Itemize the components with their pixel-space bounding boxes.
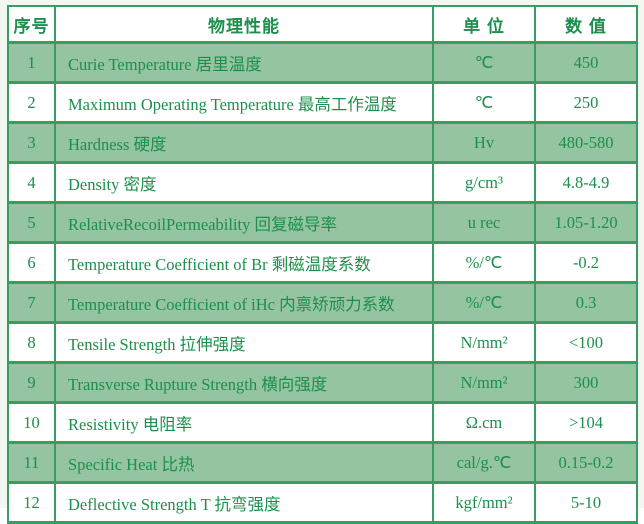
row-number-cell: 7 — [7, 281, 56, 324]
unit-cell: Hv — [432, 121, 536, 164]
row-number-cell: 12 — [7, 481, 56, 524]
unit-cell: N/mm² — [432, 361, 536, 404]
value-cell: 300 — [534, 361, 638, 404]
row-number-cell: 11 — [7, 441, 56, 484]
physical-properties-table: 序号 物理性能 单 位 数 值 1 Curie Temperature 居里温度… — [7, 5, 638, 524]
row-number-cell: 8 — [7, 321, 56, 364]
table-row: 9 Transverse Rupture Strength 横向强度 N/mm²… — [7, 361, 638, 404]
unit-cell: ℃ — [432, 41, 536, 84]
row-number-cell: 3 — [7, 121, 56, 164]
property-cell: Deflective Strength T 抗弯强度 — [54, 481, 434, 524]
row-number-cell: 1 — [7, 41, 56, 84]
value-cell: 0.3 — [534, 281, 638, 324]
property-cell: Resistivity 电阻率 — [54, 401, 434, 444]
table-row: 6 Temperature Coefficient of Br 剩磁温度系数 %… — [7, 241, 638, 284]
value-cell: 450 — [534, 41, 638, 84]
table-row: 5 RelativeRecoilPermeability 回复磁导率 u rec… — [7, 201, 638, 244]
header-cell-property: 物理性能 — [54, 5, 434, 44]
value-cell: 4.8-4.9 — [534, 161, 638, 204]
value-cell: >104 — [534, 401, 638, 444]
property-cell: Density 密度 — [54, 161, 434, 204]
header-cell-value: 数 值 — [534, 5, 638, 44]
unit-cell: %/℃ — [432, 281, 536, 324]
table-row: 4 Density 密度 g/cm³ 4.8-4.9 — [7, 161, 638, 204]
table-row: 3 Hardness 硬度 Hv 480-580 — [7, 121, 638, 164]
value-cell: 1.05-1.20 — [534, 201, 638, 244]
value-cell: -0.2 — [534, 241, 638, 284]
property-cell: Tensile Strength 拉伸强度 — [54, 321, 434, 364]
row-number-cell: 2 — [7, 81, 56, 124]
value-cell: 5-10 — [534, 481, 638, 524]
header-cell-unit: 单 位 — [432, 5, 536, 44]
property-cell: Temperature Coefficient of iHc 内禀矫顽力系数 — [54, 281, 434, 324]
unit-cell: cal/g.℃ — [432, 441, 536, 484]
header-cell-no: 序号 — [7, 5, 56, 44]
table-row: 10 Resistivity 电阻率 Ω.cm >104 — [7, 401, 638, 444]
property-cell: Transverse Rupture Strength 横向强度 — [54, 361, 434, 404]
value-cell: 250 — [534, 81, 638, 124]
property-cell: Maximum Operating Temperature 最高工作温度 — [54, 81, 434, 124]
unit-cell: kgf/mm² — [432, 481, 536, 524]
property-cell: RelativeRecoilPermeability 回复磁导率 — [54, 201, 434, 244]
table-row: 11 Specific Heat 比热 cal/g.℃ 0.15-0.2 — [7, 441, 638, 484]
row-number-cell: 5 — [7, 201, 56, 244]
table-row: 2 Maximum Operating Temperature 最高工作温度 ℃… — [7, 81, 638, 124]
table-row: 7 Temperature Coefficient of iHc 内禀矫顽力系数… — [7, 281, 638, 324]
unit-cell: u rec — [432, 201, 536, 244]
row-number-cell: 9 — [7, 361, 56, 404]
table-row: 8 Tensile Strength 拉伸强度 N/mm² <100 — [7, 321, 638, 364]
unit-cell: g/cm³ — [432, 161, 536, 204]
value-cell: <100 — [534, 321, 638, 364]
property-cell: Hardness 硬度 — [54, 121, 434, 164]
value-cell: 480-580 — [534, 121, 638, 164]
value-cell: 0.15-0.2 — [534, 441, 638, 484]
property-cell: Curie Temperature 居里温度 — [54, 41, 434, 84]
property-cell: Temperature Coefficient of Br 剩磁温度系数 — [54, 241, 434, 284]
unit-cell: ℃ — [432, 81, 536, 124]
row-number-cell: 10 — [7, 401, 56, 444]
row-number-cell: 6 — [7, 241, 56, 284]
table-row: 1 Curie Temperature 居里温度 ℃ 450 — [7, 41, 638, 84]
unit-cell: Ω.cm — [432, 401, 536, 444]
unit-cell: %/℃ — [432, 241, 536, 284]
property-cell: Specific Heat 比热 — [54, 441, 434, 484]
unit-cell: N/mm² — [432, 321, 536, 364]
row-number-cell: 4 — [7, 161, 56, 204]
table-row: 12 Deflective Strength T 抗弯强度 kgf/mm² 5-… — [7, 481, 638, 524]
header-row: 序号 物理性能 单 位 数 值 — [7, 5, 638, 44]
